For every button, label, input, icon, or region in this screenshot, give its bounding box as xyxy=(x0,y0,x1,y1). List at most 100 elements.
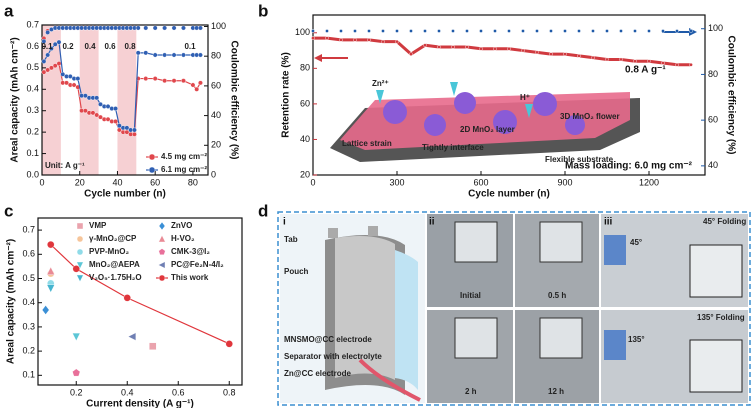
marker xyxy=(563,29,567,33)
marker xyxy=(71,82,77,88)
panel-d xyxy=(277,211,751,406)
marker xyxy=(647,29,651,33)
marker xyxy=(46,284,55,293)
x-axis-label: Cycle number (n) xyxy=(468,189,550,200)
marker xyxy=(563,52,567,56)
legend-label: CMK-3@I₂ xyxy=(171,247,210,256)
marker xyxy=(132,127,137,133)
marker xyxy=(75,76,81,81)
marker xyxy=(591,55,595,60)
marker xyxy=(171,52,177,58)
rate-label: 0.6 xyxy=(104,42,116,51)
marker xyxy=(535,50,539,55)
separator xyxy=(395,250,418,390)
legend-marker xyxy=(76,222,84,230)
marker xyxy=(127,332,137,341)
marker xyxy=(124,125,130,131)
marker xyxy=(465,45,469,49)
fold-label: 45° Folding xyxy=(703,217,746,226)
marker xyxy=(143,76,149,81)
meter xyxy=(539,221,583,263)
marker xyxy=(339,29,343,33)
x-tick-label: 300 xyxy=(389,177,404,187)
legend-marker xyxy=(158,221,166,231)
marker xyxy=(605,29,609,33)
marker xyxy=(225,340,233,348)
rate-label: 0.1 xyxy=(184,42,196,51)
y-tick-label: 60 xyxy=(300,98,310,108)
marker xyxy=(675,29,679,33)
marker xyxy=(152,25,158,31)
x-tick-label: 600 xyxy=(473,177,488,187)
marker xyxy=(135,25,141,31)
dashed-frame xyxy=(277,211,751,406)
marker xyxy=(143,50,149,56)
inset-illustration xyxy=(314,28,697,162)
y-tick-label: 0.3 xyxy=(26,105,39,115)
inset-label: Zn²⁺ xyxy=(372,79,389,88)
flower xyxy=(454,92,476,114)
marker xyxy=(162,52,168,58)
x-tick-label: 60 xyxy=(150,177,160,187)
y-tick-label: 0.7 xyxy=(26,19,39,29)
tab xyxy=(368,226,378,236)
y-axis-label: Retention rate (%) xyxy=(281,52,292,138)
marker xyxy=(661,61,665,65)
marker xyxy=(507,29,511,33)
x-tick-label: 0 xyxy=(310,177,315,187)
series-line xyxy=(313,36,691,67)
marker xyxy=(113,119,118,124)
y2-tick-label: 100 xyxy=(708,23,723,33)
y-tick-label: 0.1 xyxy=(22,370,35,380)
marker xyxy=(423,29,427,33)
marker xyxy=(479,46,483,51)
legend-marker xyxy=(148,153,156,161)
marker xyxy=(633,59,637,64)
time-label: 12 h xyxy=(548,387,564,396)
y-axis-label: Areal capacity (mAh cm⁻²) xyxy=(10,37,21,162)
marker xyxy=(507,46,511,51)
marker xyxy=(116,123,122,129)
marker xyxy=(45,52,51,58)
marker xyxy=(493,46,497,51)
marker xyxy=(675,62,679,67)
inset-label: Lattice strain xyxy=(342,139,392,148)
unit-note: Unit: A g⁻¹ xyxy=(45,161,85,170)
legend-label: 4.5 mg cm⁻² xyxy=(161,152,207,161)
legend-label: γ-MnO₂@CP xyxy=(89,234,137,243)
time-label: 0.5 h xyxy=(548,291,566,300)
marker xyxy=(123,294,131,302)
legend-marker xyxy=(158,274,166,282)
legend-label: PC@Fe₂N-4/I₂ xyxy=(171,260,224,269)
marker xyxy=(143,25,149,31)
flower xyxy=(493,110,517,134)
y2-tick-label: 60 xyxy=(708,115,718,125)
marker xyxy=(479,29,483,33)
marker xyxy=(41,305,50,315)
marker xyxy=(381,39,385,44)
marker xyxy=(181,25,186,31)
panel-label: d xyxy=(258,201,268,220)
inset-label: H⁺ xyxy=(520,93,530,102)
marker xyxy=(409,52,413,56)
glove xyxy=(604,235,626,265)
legend-marker xyxy=(158,234,166,243)
angle-label: 135° xyxy=(628,335,645,344)
marker xyxy=(132,131,137,137)
y-tick-label: 0.6 xyxy=(26,41,39,51)
marker xyxy=(94,95,100,101)
x-tick-label: 40 xyxy=(112,177,122,187)
flower xyxy=(383,100,407,124)
flower xyxy=(533,92,557,116)
marker xyxy=(64,80,69,86)
marker xyxy=(181,52,186,58)
legend-marker xyxy=(76,248,84,256)
y-tick-label: 0.2 xyxy=(26,127,39,137)
y-tick-label: 0.1 xyxy=(26,148,39,158)
marker xyxy=(41,69,47,75)
inset-label: 3D MnO₂ flower xyxy=(560,112,620,121)
inset-label: Flexible substrate xyxy=(545,155,614,164)
meter xyxy=(454,317,498,359)
sub-label: iii xyxy=(604,217,613,228)
marker xyxy=(56,61,62,66)
